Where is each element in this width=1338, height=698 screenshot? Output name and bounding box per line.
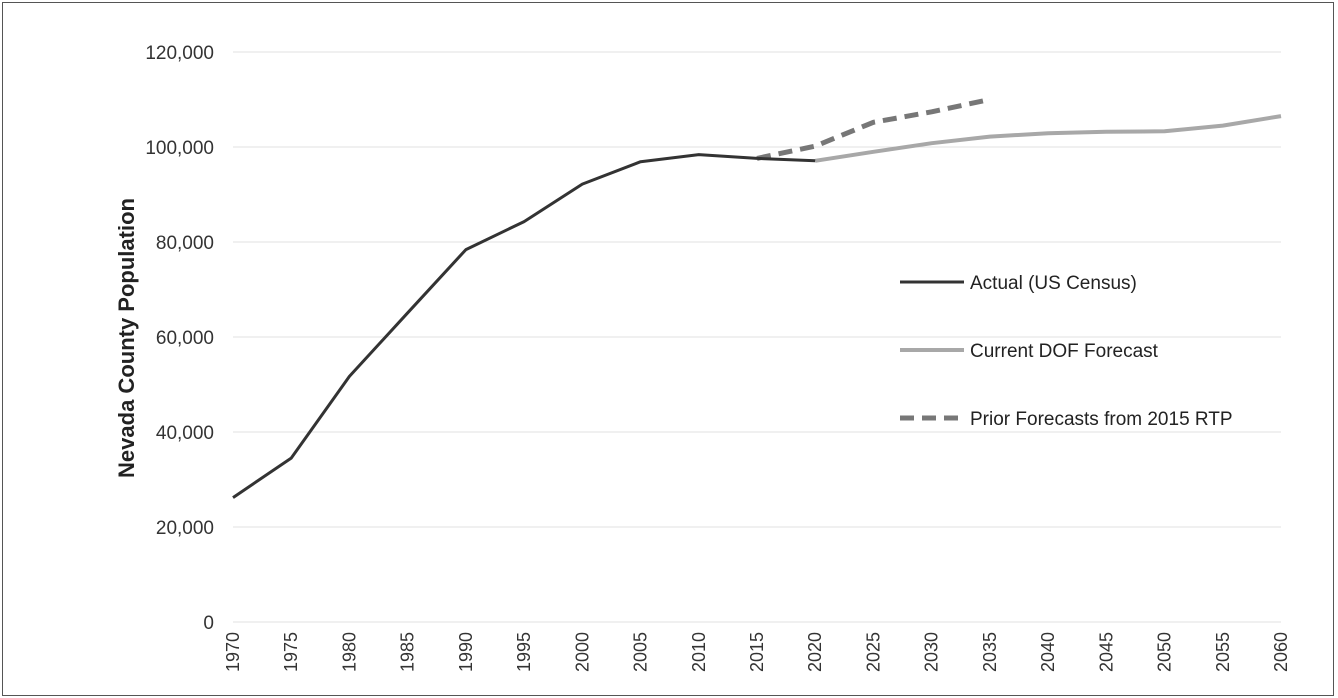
legend-label: Actual (US Census) — [970, 273, 1137, 294]
x-tick-label: 1980 — [339, 632, 359, 672]
x-tick-label: 1995 — [514, 632, 534, 672]
x-tick-label: 2045 — [1096, 632, 1116, 672]
x-tick-label: 1990 — [456, 632, 476, 672]
x-tick-label: 2035 — [980, 632, 1000, 672]
series-line-1 — [814, 114, 1282, 163]
x-tick-label: 2030 — [922, 632, 942, 672]
y-tick-label: 80,000 — [156, 233, 214, 254]
legend-label: Current DOF Forecast — [970, 341, 1159, 362]
x-tick-label: 2025 — [863, 632, 883, 672]
x-tick-label: 1985 — [398, 632, 418, 672]
x-tick-label: 1970 — [223, 632, 243, 672]
x-tick-label: 2010 — [689, 632, 709, 672]
y-tick-label: 20,000 — [156, 518, 214, 539]
x-tick-label: 1975 — [281, 632, 301, 672]
y-tick-label: 60,000 — [156, 328, 214, 349]
x-tick-label: 2005 — [631, 632, 651, 672]
x-axis-ticks: 1970 1975 1980 1985 1990 1995 2000 2005 2010 2015… — [223, 632, 1291, 672]
gridlines — [233, 51, 1281, 623]
y-tick-label: 120,000 — [145, 43, 214, 64]
legend: Actual (US Census) Current DOF Forecast Pr… — [900, 273, 1233, 430]
x-tick-label: 2020 — [805, 632, 825, 672]
legend-label: Prior Forecasts from 2015 RTP — [970, 409, 1233, 430]
y-tick-label: 100,000 — [145, 138, 214, 159]
x-tick-label: 2040 — [1038, 632, 1058, 672]
y-tick-label: 40,000 — [156, 423, 214, 444]
series-line-0 — [232, 153, 816, 499]
series-line-2 — [756, 97, 991, 161]
x-tick-label: 2050 — [1155, 632, 1175, 672]
series-lines — [232, 97, 1282, 499]
x-tick-label: 2055 — [1213, 632, 1233, 672]
x-tick-label: 2015 — [747, 632, 767, 672]
x-tick-label: 2000 — [572, 632, 592, 672]
y-tick-label: 0 — [203, 613, 214, 634]
x-tick-label: 2060 — [1271, 632, 1291, 672]
y-axis-ticks: 0 20,000 40,000 60,000 80,000 100,000 120,000 — [145, 43, 214, 634]
y-axis-label: Nevada County Population — [114, 198, 139, 478]
